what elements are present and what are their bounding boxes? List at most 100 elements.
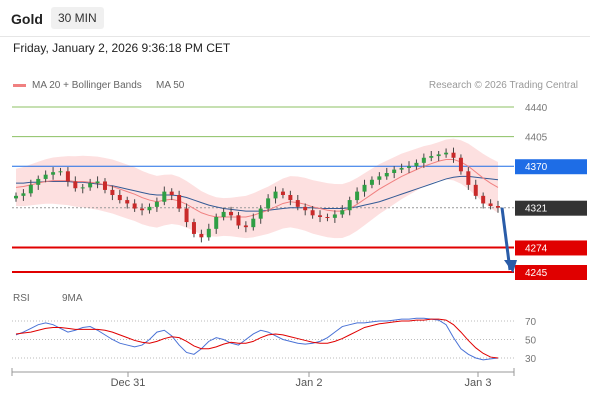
price-tag-4321 xyxy=(515,200,587,216)
legend-ma50: MA 50 xyxy=(156,80,184,91)
candle-body xyxy=(347,200,352,211)
candle-body xyxy=(280,191,285,195)
candle-body xyxy=(288,195,293,201)
candle-body xyxy=(132,203,137,209)
candle-body xyxy=(325,217,330,218)
symbol-title: Gold xyxy=(11,11,43,27)
candle-body xyxy=(110,189,115,195)
price-tag-label: 4370 xyxy=(525,162,548,173)
candle-body xyxy=(407,166,412,168)
candle-body xyxy=(184,208,189,223)
legend-ma50-label: MA 50 xyxy=(156,80,185,91)
candle-body xyxy=(95,181,100,184)
price-tag-4245 xyxy=(515,265,587,280)
candle-body xyxy=(332,214,337,218)
legend-ma20-label: MA 20 + Bollinger Bands xyxy=(32,80,142,91)
candle-body xyxy=(36,178,41,185)
candle-body xyxy=(251,218,256,228)
forecast-arrow xyxy=(500,207,512,271)
ma50-line xyxy=(16,175,499,212)
top-bar: Gold 30 MIN xyxy=(0,0,590,37)
rsi-axis-label: 30 xyxy=(525,354,537,365)
timeframe-button[interactable]: 30 MIN xyxy=(51,7,104,29)
candle-body xyxy=(429,156,434,158)
candle-body xyxy=(414,162,419,167)
candle-body xyxy=(169,191,174,195)
bollinger-band xyxy=(16,138,498,239)
price-tag-4274 xyxy=(515,240,587,256)
x-tick-label: Dec 31 xyxy=(111,377,146,389)
candle-body xyxy=(162,191,167,202)
candle-body xyxy=(384,173,389,177)
x-tick-label: Jan 3 xyxy=(465,377,492,389)
candle-body xyxy=(117,195,122,201)
candle-body xyxy=(140,208,145,211)
candle-body xyxy=(73,181,78,189)
candle-body xyxy=(369,179,374,185)
candle-body xyxy=(310,210,315,216)
legend-rsi-label: RSI xyxy=(13,293,30,304)
candle-body xyxy=(399,167,404,170)
candle-body xyxy=(88,183,93,188)
rsi-axis-label: 50 xyxy=(525,336,537,347)
candle-body xyxy=(14,195,18,199)
legend-rsi: RSI xyxy=(13,293,30,304)
price-axis-label: 4440 xyxy=(525,103,548,114)
price-axis-label: 4405 xyxy=(525,133,548,144)
candle-body xyxy=(258,208,263,219)
candle-body xyxy=(177,195,182,209)
rsi-ma-line xyxy=(15,318,499,359)
candle-body xyxy=(21,193,26,196)
candle-body xyxy=(58,171,63,173)
candle-body xyxy=(154,201,159,207)
candle-body xyxy=(191,222,196,234)
candle-body xyxy=(28,184,33,194)
price-tag-label: 4245 xyxy=(525,268,548,279)
candle-body xyxy=(451,152,456,158)
rsi-axis-label: 70 xyxy=(525,317,537,328)
candle-body xyxy=(43,174,48,179)
candle-body xyxy=(51,172,56,175)
candle-body xyxy=(125,200,130,204)
candle-body xyxy=(355,191,360,201)
candle-body xyxy=(236,215,241,226)
candle-body xyxy=(318,215,323,217)
candle-body xyxy=(488,203,493,206)
datetime-label: Friday, January 2, 2026 9:36:18 PM CET xyxy=(13,41,231,55)
candle-body xyxy=(221,211,226,217)
candle-body xyxy=(473,184,478,196)
candle-body xyxy=(340,210,345,215)
forecast-arrow-head xyxy=(504,260,517,273)
candle-body xyxy=(199,233,204,238)
price-tag-4370 xyxy=(515,159,587,175)
candle-body xyxy=(421,157,426,163)
candle-body xyxy=(147,206,152,211)
candle-body xyxy=(362,184,367,192)
price-tag-label: 4274 xyxy=(525,243,548,254)
price-tag-label: 4321 xyxy=(525,204,548,215)
candle-body xyxy=(214,217,219,229)
candle-body xyxy=(273,191,278,199)
candle-body xyxy=(229,211,234,216)
candle-body xyxy=(65,171,70,182)
candle-body xyxy=(444,152,449,155)
candle-body xyxy=(481,195,486,204)
candle-body xyxy=(392,169,397,173)
legend-rsi-ma: 9MA xyxy=(62,293,83,304)
candle-body xyxy=(102,181,107,190)
candle-body xyxy=(206,228,211,238)
candle-body xyxy=(458,157,463,172)
legend-rsi-ma-label: 9MA xyxy=(62,293,83,304)
legend-ma20: MA 20 + Bollinger Bands xyxy=(13,80,142,91)
candle-body xyxy=(80,187,85,189)
candle-body xyxy=(496,206,500,208)
candle-body xyxy=(243,225,248,228)
candle-body xyxy=(377,176,382,180)
candle-body xyxy=(436,154,441,157)
ma20-swatch xyxy=(13,83,26,87)
candle-body xyxy=(295,200,300,207)
candle-body xyxy=(466,171,471,185)
x-tick-label: Jan 2 xyxy=(296,377,323,389)
candle-body xyxy=(303,206,308,211)
